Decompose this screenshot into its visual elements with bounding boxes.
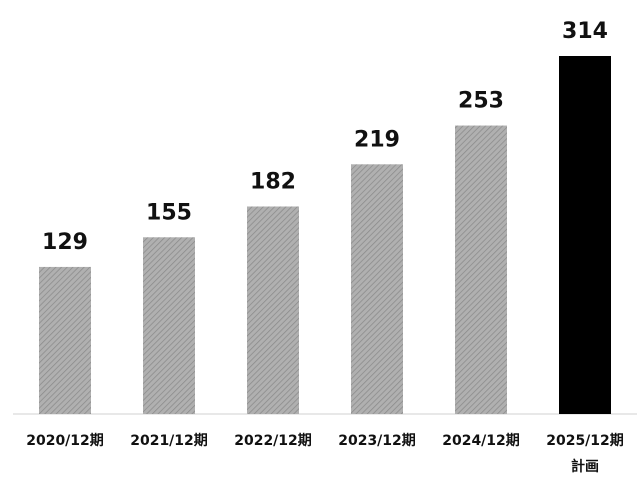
bar [247,206,299,414]
value-label: 182 [250,169,296,194]
value-label: 129 [42,230,88,255]
bar [143,237,195,414]
x-tick-label: 2020/12期 [26,433,104,449]
x-tick-label: 2022/12期 [234,433,312,449]
x-tick-label: 2023/12期 [338,433,416,449]
value-label: 253 [458,89,504,114]
x-tick-label: 2025/12期 [546,433,624,449]
x-tick-label: 2024/12期 [442,433,520,449]
bar [39,266,91,414]
bar [351,164,403,414]
value-label: 155 [146,200,192,225]
value-label: 219 [354,127,400,152]
bar [455,125,507,415]
x-tick-label: 2021/12期 [130,433,208,449]
bar [559,56,611,414]
x-tick-sublabel: 計画 [571,458,599,475]
value-label: 314 [562,19,608,44]
